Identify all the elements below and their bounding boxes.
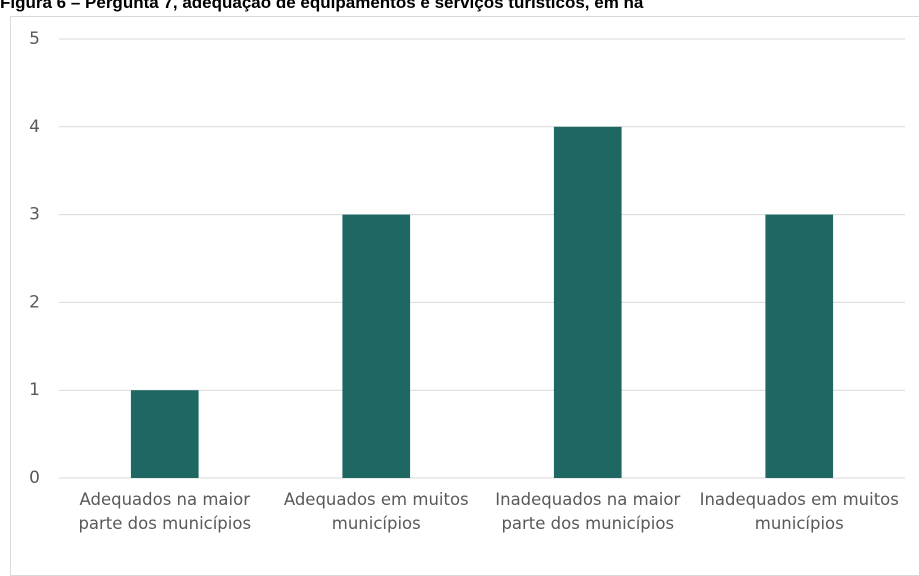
- x-tick-label: Inadequados em muitos municípios: [699, 490, 899, 533]
- y-tick-label: 0: [29, 468, 40, 488]
- x-tick-label: Adequados em muitos municípios: [283, 490, 469, 533]
- x-tick-label: Inadequados na maior parte dos município…: [495, 490, 681, 533]
- y-tick-label: 4: [29, 117, 40, 137]
- bar: [553, 126, 622, 479]
- bar: [765, 214, 834, 478]
- y-tick-label: 5: [29, 29, 40, 49]
- bar: [342, 214, 411, 478]
- y-tick-label: 1: [29, 380, 40, 400]
- chart-title: Figura 6 – Pergunta 7, adequação de equi…: [0, 0, 644, 12]
- x-tick-label: Adequados na maior parte dos municípios: [78, 490, 252, 533]
- chart: 0 1 2 3 4 5: [29, 29, 905, 488]
- bar: [130, 390, 199, 478]
- y-tick-label: 2: [29, 292, 40, 312]
- y-tick-label: 3: [29, 205, 40, 225]
